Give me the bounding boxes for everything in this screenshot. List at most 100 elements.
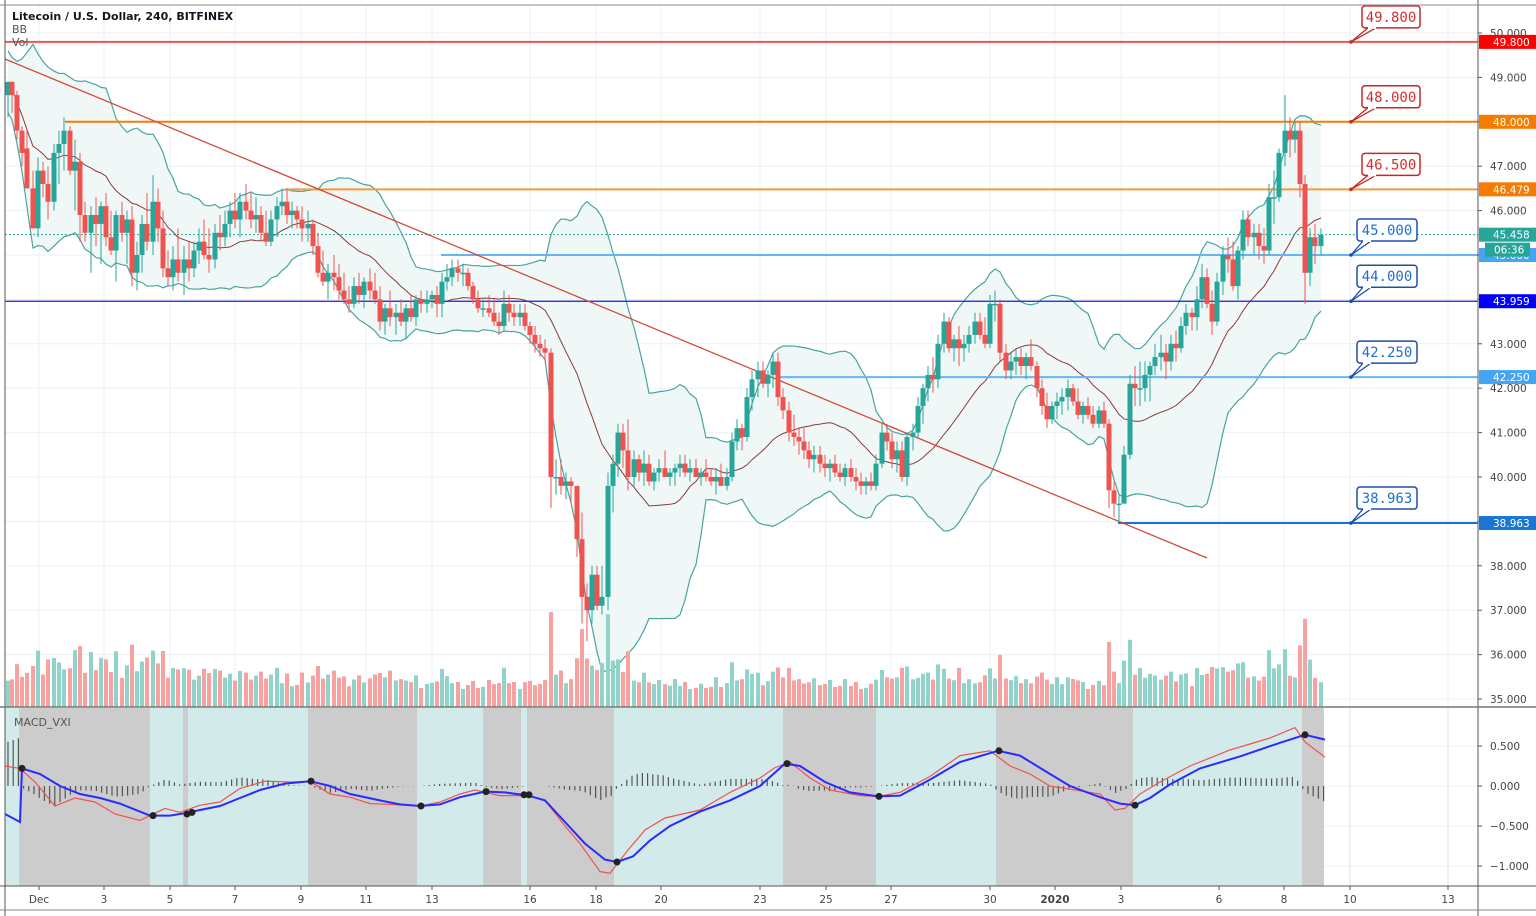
candle[interactable] bbox=[662, 450, 668, 477]
candle[interactable] bbox=[744, 388, 750, 442]
candle[interactable] bbox=[729, 432, 735, 482]
candle[interactable] bbox=[289, 201, 295, 229]
candle[interactable] bbox=[672, 463, 678, 486]
candle[interactable] bbox=[424, 290, 430, 313]
level-callout[interactable]: 49.800 bbox=[1349, 5, 1421, 44]
candle[interactable] bbox=[341, 272, 347, 304]
candle[interactable] bbox=[1085, 397, 1091, 420]
candle[interactable] bbox=[935, 334, 941, 389]
candle[interactable] bbox=[279, 188, 285, 216]
candle[interactable] bbox=[134, 241, 140, 291]
candle[interactable] bbox=[1152, 343, 1158, 375]
candle[interactable] bbox=[51, 144, 57, 211]
candle[interactable] bbox=[806, 441, 812, 469]
candle[interactable] bbox=[212, 223, 218, 269]
candle[interactable] bbox=[1101, 401, 1107, 429]
candle[interactable] bbox=[119, 201, 125, 242]
candle[interactable] bbox=[1028, 339, 1034, 371]
candle[interactable] bbox=[1003, 343, 1009, 380]
candle[interactable] bbox=[465, 268, 471, 291]
candle[interactable] bbox=[258, 206, 264, 242]
candle[interactable] bbox=[1292, 121, 1298, 153]
candle[interactable] bbox=[930, 357, 936, 393]
candle[interactable] bbox=[227, 201, 233, 238]
candle[interactable] bbox=[299, 206, 305, 242]
candle[interactable] bbox=[305, 210, 311, 242]
candle[interactable] bbox=[1039, 379, 1045, 415]
candle[interactable] bbox=[1137, 361, 1143, 406]
candle[interactable] bbox=[439, 272, 445, 318]
candle[interactable] bbox=[403, 303, 409, 340]
candle[interactable] bbox=[925, 366, 931, 402]
candle[interactable] bbox=[651, 468, 657, 491]
level-callout[interactable]: 38.963 bbox=[1349, 486, 1418, 525]
candle[interactable] bbox=[418, 290, 424, 313]
candle[interactable] bbox=[253, 197, 259, 233]
candle[interactable] bbox=[325, 263, 331, 300]
candle[interactable] bbox=[470, 281, 476, 304]
candle[interactable] bbox=[1106, 419, 1112, 509]
candle[interactable] bbox=[1059, 388, 1065, 415]
candle[interactable] bbox=[1163, 343, 1169, 380]
candle[interactable] bbox=[1008, 352, 1014, 380]
indicator-vol-label[interactable]: Vol bbox=[12, 36, 29, 49]
candle[interactable] bbox=[548, 348, 554, 509]
candle[interactable] bbox=[310, 219, 316, 255]
candle[interactable] bbox=[356, 272, 362, 304]
candle[interactable] bbox=[1214, 272, 1220, 327]
candle[interactable] bbox=[631, 450, 637, 486]
candle[interactable] bbox=[636, 454, 642, 482]
candle[interactable] bbox=[1168, 334, 1174, 371]
candle[interactable] bbox=[40, 161, 46, 198]
candle[interactable] bbox=[910, 423, 916, 451]
candle[interactable] bbox=[749, 370, 755, 411]
candle[interactable] bbox=[703, 459, 709, 482]
candle[interactable] bbox=[284, 188, 290, 224]
candle[interactable] bbox=[93, 197, 99, 247]
candle[interactable] bbox=[506, 294, 512, 322]
candle[interactable] bbox=[367, 268, 373, 300]
candle[interactable] bbox=[1075, 388, 1081, 420]
candle[interactable] bbox=[858, 472, 864, 495]
candle[interactable] bbox=[24, 130, 30, 189]
candle[interactable] bbox=[511, 303, 517, 327]
candle[interactable] bbox=[45, 166, 51, 220]
candle[interactable] bbox=[589, 565, 595, 624]
candle[interactable] bbox=[160, 210, 166, 278]
candle[interactable] bbox=[827, 459, 833, 482]
candle[interactable] bbox=[408, 294, 414, 322]
candle[interactable] bbox=[853, 468, 859, 491]
candle[interactable] bbox=[894, 441, 900, 473]
candle[interactable] bbox=[336, 263, 342, 300]
candle[interactable] bbox=[196, 228, 202, 264]
candle[interactable] bbox=[331, 255, 337, 291]
candle[interactable] bbox=[1271, 170, 1277, 224]
candle[interactable] bbox=[56, 130, 62, 184]
candle[interactable] bbox=[361, 277, 367, 309]
candle[interactable] bbox=[315, 232, 321, 278]
candle[interactable] bbox=[822, 454, 828, 477]
candle[interactable] bbox=[1096, 405, 1102, 429]
candle[interactable] bbox=[1023, 352, 1029, 380]
candle[interactable] bbox=[1178, 317, 1184, 353]
level-callout[interactable]: 42.250 bbox=[1349, 340, 1418, 379]
candle[interactable] bbox=[708, 468, 714, 486]
candle[interactable] bbox=[429, 290, 435, 309]
candle[interactable] bbox=[1121, 445, 1127, 504]
candle[interactable] bbox=[641, 450, 647, 486]
candle[interactable] bbox=[217, 215, 223, 251]
candle[interactable] bbox=[941, 312, 947, 353]
candle[interactable] bbox=[682, 454, 688, 477]
candle[interactable] bbox=[904, 432, 910, 486]
candle[interactable] bbox=[915, 397, 921, 438]
candle[interactable] bbox=[889, 432, 895, 469]
candle[interactable] bbox=[594, 565, 600, 611]
candle[interactable] bbox=[449, 259, 455, 287]
time-axis[interactable]: Dec 3 5 7 9 11 13 16 18 20 23 25 27 30 2020 3 6 8 10 13 bbox=[29, 886, 1455, 906]
candle[interactable] bbox=[765, 370, 771, 398]
candle[interactable] bbox=[274, 197, 280, 238]
candle[interactable] bbox=[755, 361, 761, 398]
candle[interactable] bbox=[1307, 228, 1313, 287]
candle[interactable] bbox=[1318, 228, 1324, 255]
candle[interactable] bbox=[1034, 361, 1040, 398]
